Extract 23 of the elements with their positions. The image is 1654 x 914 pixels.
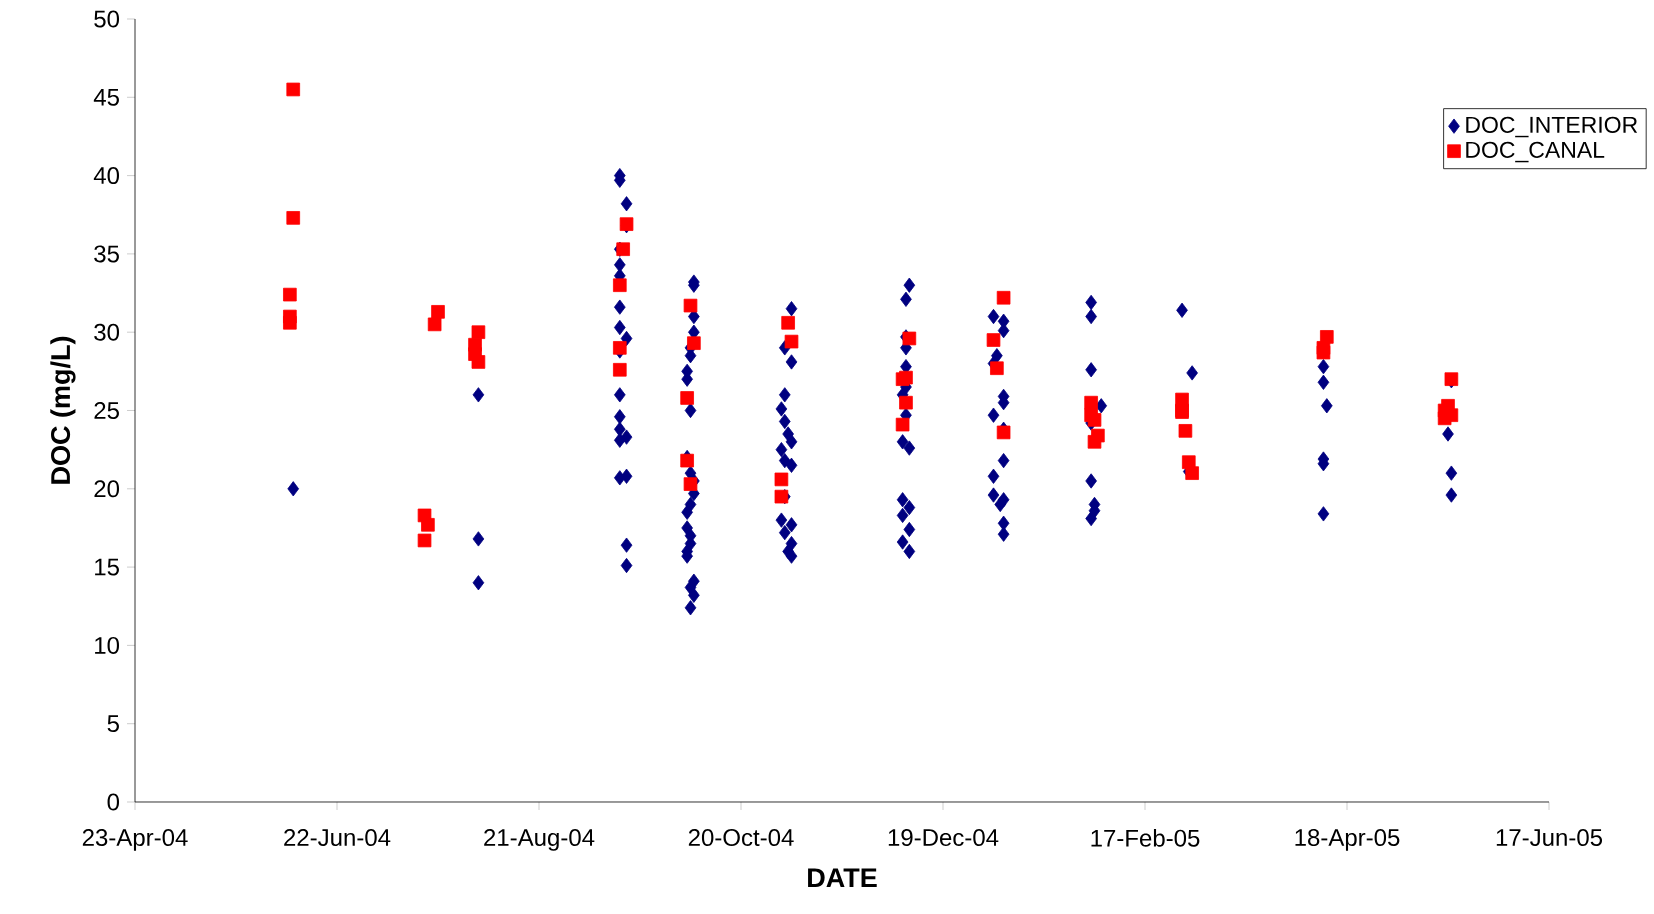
y-tick-label: 40 <box>93 167 120 185</box>
y-tick-label: 20 <box>94 480 120 498</box>
legend-label: DOC_CANAL <box>1466 141 1605 163</box>
y-tick-label: 5 <box>107 715 119 733</box>
x-tick-label: 17-Jun-05 <box>1496 829 1603 847</box>
x-tick-label: 18-Apr-05 <box>1295 829 1400 851</box>
x-tick-label: 19-Dec-04 <box>888 829 999 847</box>
y-tick-label: 30 <box>94 323 120 341</box>
y-tick-label: 0 <box>107 793 120 811</box>
x-tick-label: 20-Oct-04 <box>688 829 794 847</box>
y-tick-label: 35 <box>94 245 119 263</box>
x-axis-title: DATE <box>808 868 877 888</box>
y-tick-label: 45 <box>93 88 119 106</box>
y-tick-label: 15 <box>95 558 119 576</box>
x-tick-label: 21-Aug-04 <box>484 829 595 851</box>
x-tick-label: 17-Feb-05 <box>1091 829 1200 847</box>
x-tick-label: 22-Jun-04 <box>284 829 391 847</box>
x-tick-label: 23-Apr-04 <box>82 829 188 851</box>
y-tick-label: 50 <box>94 10 120 28</box>
y-tick-label: 10 <box>95 636 120 654</box>
legend-label: DOC_INTERIOR <box>1466 116 1638 138</box>
y-axis-title: DOC (mg/L) <box>50 336 76 484</box>
y-tick-label: 25 <box>94 402 119 420</box>
